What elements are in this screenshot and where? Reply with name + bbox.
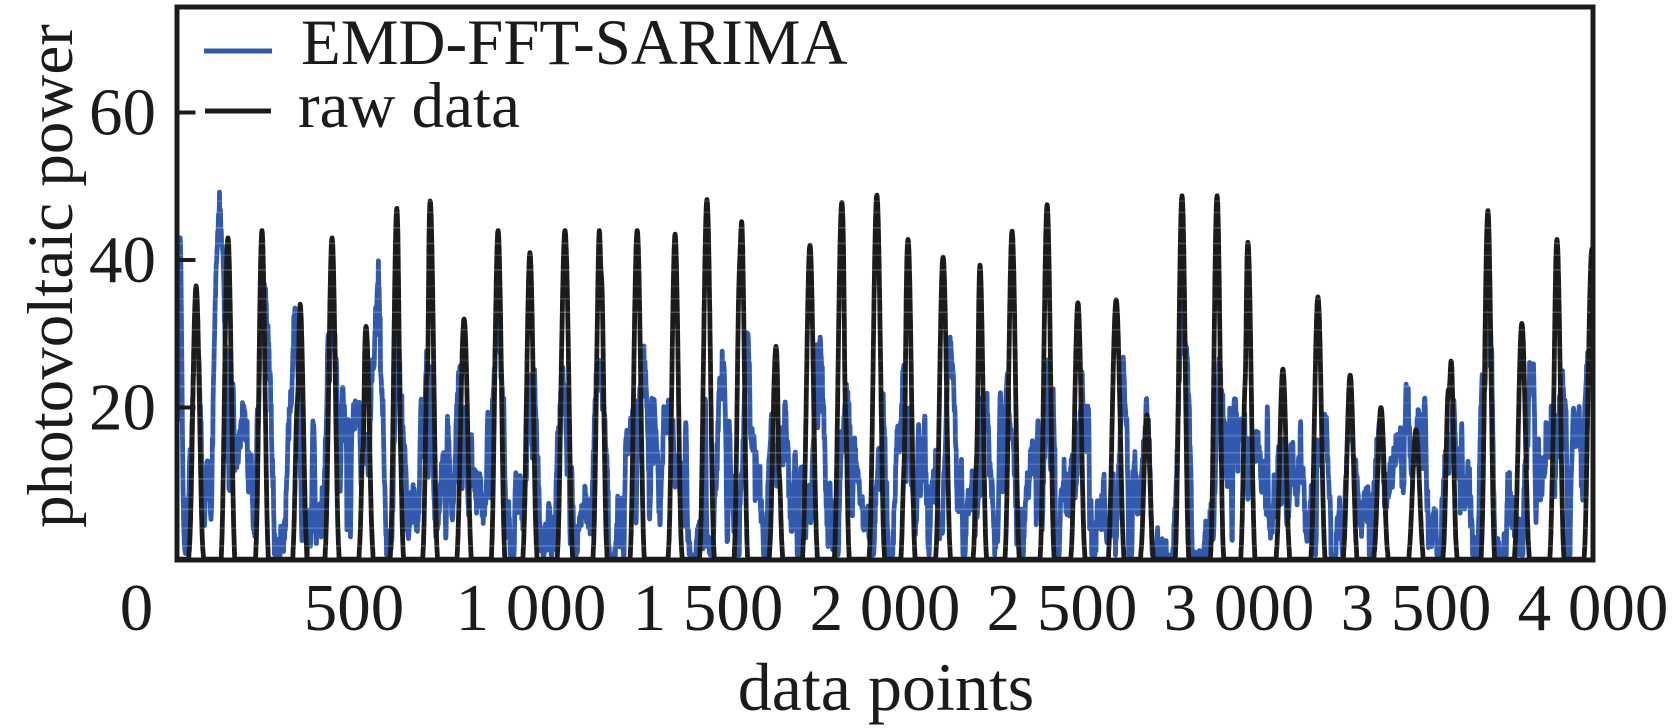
svg-text:photovoltaic power: photovoltaic power — [15, 24, 87, 528]
svg-text:EMD-FFT-SARIMA: EMD-FFT-SARIMA — [301, 7, 848, 79]
svg-text:40: 40 — [89, 223, 156, 297]
svg-text:2 500: 2 500 — [987, 571, 1138, 645]
svg-text:1 500: 1 500 — [633, 571, 784, 645]
svg-text:60: 60 — [89, 76, 156, 150]
svg-text:1 000: 1 000 — [456, 571, 607, 645]
svg-text:data points: data points — [738, 649, 1035, 725]
svg-text:raw data: raw data — [298, 70, 520, 142]
svg-text:2 000: 2 000 — [810, 571, 961, 645]
svg-text:500: 500 — [304, 571, 405, 645]
svg-text:20: 20 — [89, 371, 156, 445]
svg-text:3 000: 3 000 — [1164, 571, 1315, 645]
svg-text:3 500: 3 500 — [1341, 571, 1492, 645]
svg-text:0: 0 — [120, 571, 154, 645]
svg-text:4 000: 4 000 — [1518, 571, 1669, 645]
